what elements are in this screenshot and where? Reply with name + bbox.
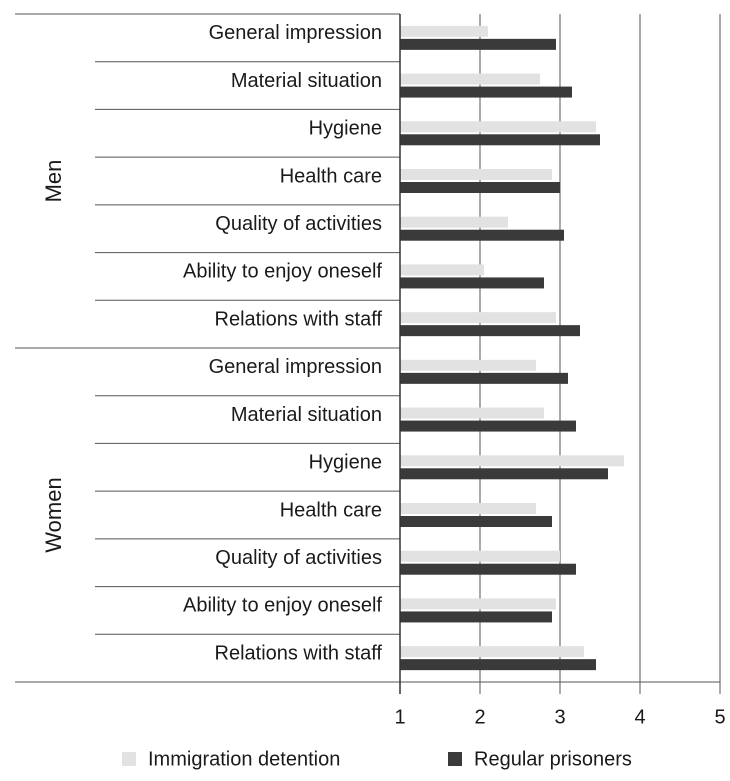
- bar: [400, 216, 508, 228]
- category-label: Hygiene: [309, 118, 382, 140]
- x-tick-label: 4: [634, 706, 645, 728]
- x-tick-label: 3: [554, 706, 565, 728]
- bar: [400, 407, 544, 419]
- legend-swatch: [122, 752, 136, 766]
- category-label: Material situation: [231, 404, 382, 426]
- category-label: Relations with staff: [215, 642, 383, 664]
- category-label: Quality of activities: [215, 547, 382, 569]
- legend-label: Regular prisoners: [474, 748, 632, 770]
- category-label: Health care: [280, 499, 382, 521]
- bar: [400, 264, 484, 276]
- bar: [400, 420, 576, 432]
- bar: [400, 563, 576, 575]
- bar: [400, 277, 544, 289]
- bar: [400, 646, 584, 658]
- x-tick-label: 1: [394, 706, 405, 728]
- bar: [400, 229, 564, 241]
- category-label: Ability to enjoy oneself: [183, 261, 382, 283]
- category-label: Health care: [280, 165, 382, 187]
- legend-swatch: [448, 752, 462, 766]
- bar: [400, 359, 536, 371]
- bar: [400, 73, 540, 85]
- category-label: Material situation: [231, 70, 382, 92]
- legend-label: Immigration detention: [148, 748, 340, 770]
- category-label: Quality of activities: [215, 213, 382, 235]
- category-label: Relations with staff: [215, 308, 383, 330]
- bar: [400, 550, 560, 562]
- group-label: Women: [41, 477, 66, 552]
- x-tick-label: 5: [714, 706, 725, 728]
- bar: [400, 455, 624, 467]
- bar: [400, 121, 596, 133]
- category-label: General impression: [209, 356, 382, 378]
- category-label: General impression: [209, 22, 382, 44]
- x-tick-label: 2: [474, 706, 485, 728]
- bar: [400, 312, 556, 324]
- bar: [400, 503, 536, 514]
- bar: [400, 169, 552, 180]
- bar: [400, 86, 572, 98]
- category-label: Ability to enjoy oneself: [183, 595, 382, 617]
- bar: [400, 325, 580, 337]
- bar: [400, 25, 488, 37]
- bar: [400, 611, 552, 623]
- bar: [400, 372, 568, 384]
- bar: [400, 468, 608, 480]
- bar: [400, 38, 556, 50]
- bar: [400, 134, 600, 146]
- group-label: Men: [41, 160, 66, 203]
- bar: [400, 182, 560, 193]
- bar: [400, 516, 552, 527]
- bar: [400, 598, 556, 610]
- bar: [400, 659, 596, 671]
- category-label: Hygiene: [309, 452, 382, 474]
